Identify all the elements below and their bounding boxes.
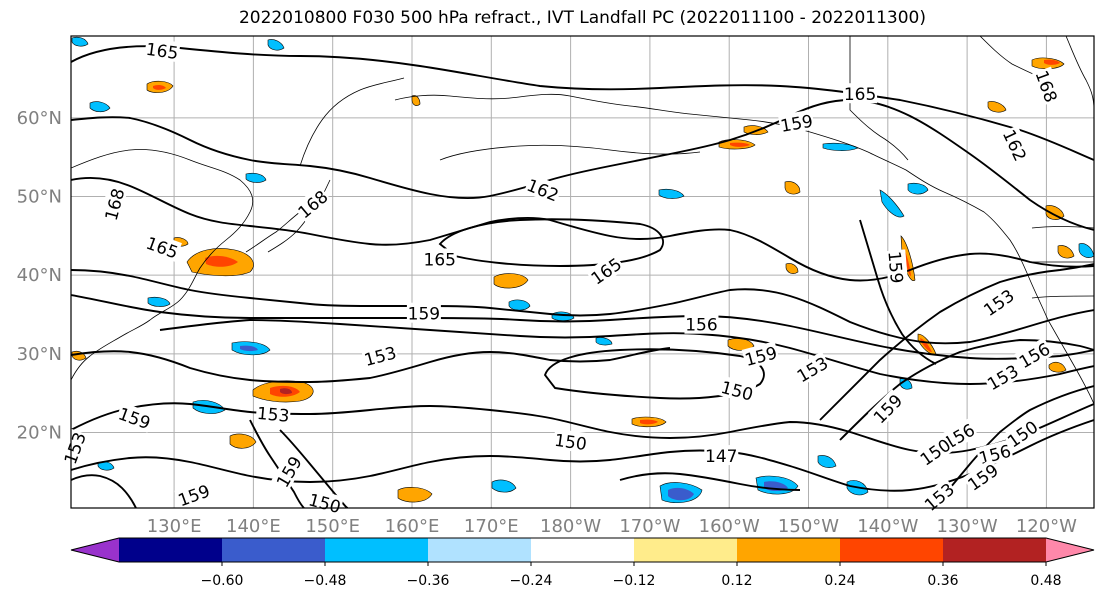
contour-label-background (552, 428, 589, 454)
contour-label-background (422, 248, 457, 269)
latitude-tick-labels: 60°N 50°N 40°N 30°N 20°N (17, 108, 62, 444)
contour-label-background (704, 445, 739, 466)
contour-label-background (792, 351, 832, 386)
contour-label-background (174, 479, 213, 510)
lon-tick-label: 170°W (619, 516, 680, 537)
colorbar-segment (634, 538, 738, 562)
contour-label: 150 (553, 431, 588, 455)
colorbar-tick-label: 0.36 (927, 573, 958, 589)
contour-label: 153 (256, 404, 290, 427)
colorbar-tick-label: 0.48 (1030, 573, 1061, 589)
lat-tick-label: 30°N (17, 344, 62, 365)
contour-label-background (58, 428, 90, 468)
contour-label-background (1032, 66, 1063, 106)
coastlines (71, 36, 1094, 405)
contour-label-background (962, 458, 1003, 495)
contour-label: 159 (408, 305, 440, 325)
lon-tick-label: 130°W (937, 516, 998, 537)
contour-label-background (684, 313, 719, 334)
colorbar-tick-label: −0.36 (407, 573, 450, 589)
contour-label-background (982, 359, 1023, 394)
colorbar-tick-label: −0.12 (613, 573, 656, 589)
colorbar-segment (428, 538, 532, 562)
contour-label-background (885, 249, 909, 285)
lat-tick-label: 50°N (17, 186, 62, 207)
contour-label-background (271, 451, 306, 492)
contour-label-background (144, 37, 181, 63)
page-title: 2022010800 F030 500 hPa refract., IVT La… (238, 8, 926, 28)
contour-label-background (1002, 415, 1042, 452)
lon-tick-label: 150°W (778, 516, 839, 537)
anomaly-shading (71, 36, 1094, 503)
colorbar-segment (531, 538, 635, 562)
contour-label-background (999, 125, 1032, 165)
contour-label: 165 (844, 85, 876, 105)
contour-label: 156 (685, 316, 717, 336)
colorbar-extend-low (71, 538, 119, 562)
colorbar-extend-high (1046, 538, 1094, 562)
contour-label-background (306, 488, 345, 517)
colorbar-segment (222, 538, 326, 562)
contour-label-background (406, 302, 441, 323)
lon-tick-label: 150°E (305, 516, 360, 537)
contour-label-background (255, 401, 292, 425)
contour-label: 159 (883, 250, 906, 284)
contour-label-background (868, 389, 907, 428)
contour-label: 147 (705, 447, 737, 467)
colorbar-segment (737, 538, 841, 562)
contour-label-background (1014, 337, 1054, 372)
lon-tick-label: 180°W (540, 516, 601, 537)
lat-tick-label: 60°N (17, 108, 62, 129)
contour-label-background (843, 83, 878, 104)
colorbar-tick-labels: −0.60 −0.48 −0.36 −0.24 −0.12 0.12 0.24 0.36 0.4… (201, 562, 1062, 589)
lon-tick-label: 160°W (699, 516, 760, 537)
contour-label-background (978, 283, 1018, 320)
longitude-tick-labels: 130°E 140°E 150°E 160°E 170°E 180°W 170°W 160°W… (147, 516, 1077, 537)
contour-label: 165 (424, 250, 456, 270)
colorbar-tick-label: −0.60 (201, 573, 244, 589)
lon-tick-label: 120°W (1016, 516, 1077, 537)
contour-label-background (741, 341, 780, 370)
lon-tick-label: 160°E (385, 516, 440, 537)
colorbar-segment (840, 538, 944, 562)
lat-tick-label: 40°N (17, 265, 62, 286)
contour-label-background (915, 433, 955, 470)
colorbar-tick-label: −0.48 (304, 573, 347, 589)
contour-label-background (115, 402, 155, 433)
colorbar (70, 537, 1095, 563)
colorbar-tick-label: −0.24 (510, 573, 553, 589)
contour-label-background (586, 252, 626, 289)
lon-tick-label: 130°E (147, 516, 202, 537)
contour-label-background (975, 439, 1014, 468)
lon-tick-label: 170°E (464, 516, 519, 537)
colorbar-tick-label: 0.12 (721, 573, 752, 589)
lon-tick-label: 140°E (226, 516, 281, 537)
contour-label-background (361, 341, 400, 370)
contour-label-background (292, 184, 332, 223)
contour-label-background (523, 173, 563, 205)
contour-label: 165 (145, 40, 180, 64)
contour-label-background (99, 185, 128, 224)
lon-tick-label: 140°W (857, 516, 918, 537)
contour-label-background (718, 375, 757, 404)
colorbar-segment (325, 538, 429, 562)
contour-label-background (777, 109, 815, 136)
colorbar-segment (943, 538, 1047, 562)
lat-tick-label: 20°N (17, 422, 62, 443)
contour-label-background (143, 231, 182, 262)
colorbar-outline (70, 537, 1095, 563)
colorbar-tick-label: 0.24 (824, 573, 855, 589)
contour-label-background (919, 477, 959, 515)
colorbar-segment (119, 538, 223, 562)
